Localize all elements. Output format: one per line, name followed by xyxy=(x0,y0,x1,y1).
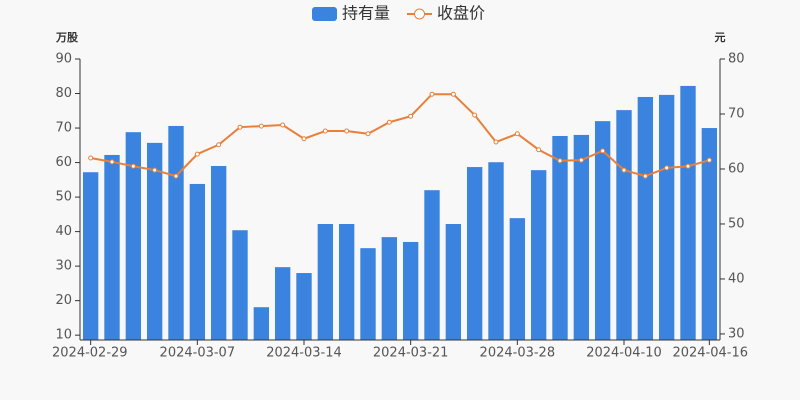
y-tick-label: 30 xyxy=(55,259,72,274)
bar xyxy=(189,183,206,340)
bar xyxy=(253,307,270,340)
point xyxy=(216,142,222,148)
y-tick-label: 20 xyxy=(55,293,72,308)
bar xyxy=(637,96,654,340)
x-tick-label: 2024-04-16 xyxy=(672,346,748,361)
point xyxy=(344,128,350,134)
point xyxy=(450,91,456,97)
bar xyxy=(445,224,462,340)
x-tick-label: 2024-04-10 xyxy=(586,346,662,361)
point xyxy=(557,158,563,164)
line xyxy=(90,93,710,178)
bar xyxy=(104,154,120,340)
bar xyxy=(296,273,312,340)
y-tick-label: 10 xyxy=(55,328,72,343)
bar xyxy=(701,128,718,340)
point xyxy=(493,139,499,145)
y-tick-label: 90 xyxy=(55,52,72,67)
point xyxy=(578,157,584,163)
point xyxy=(301,136,307,142)
legend-swatch xyxy=(414,8,425,20)
legend-swatch xyxy=(312,7,337,21)
y2-axis-label: 元 xyxy=(715,31,726,44)
bar xyxy=(168,125,184,340)
bar xyxy=(146,142,163,340)
x-tick-label: 2024-02-29 xyxy=(52,346,128,361)
bar xyxy=(125,132,142,340)
bar xyxy=(338,224,355,340)
y2-tick-label: 30 xyxy=(728,326,745,341)
bar xyxy=(658,94,675,340)
y2-tick-label: 60 xyxy=(728,161,745,176)
point xyxy=(685,163,691,169)
bar xyxy=(232,230,248,340)
point xyxy=(472,112,478,118)
bar xyxy=(317,224,334,340)
x-tick-label: 2024-03-21 xyxy=(373,346,449,361)
point xyxy=(322,128,328,134)
point xyxy=(237,124,243,130)
bar xyxy=(573,134,590,340)
point xyxy=(258,123,264,129)
point xyxy=(280,122,286,128)
y2-tick-label: 80 xyxy=(728,52,745,67)
bar xyxy=(402,241,419,340)
bar xyxy=(509,218,526,340)
bar xyxy=(274,267,291,340)
x-tick-label: 2024-03-14 xyxy=(266,346,342,361)
y2-tick-label: 70 xyxy=(728,106,745,121)
bar xyxy=(466,167,483,340)
point xyxy=(408,113,414,119)
point xyxy=(88,155,94,161)
y-tick-label: 80 xyxy=(55,86,72,101)
y-tick-label: 60 xyxy=(55,155,72,170)
point xyxy=(365,131,371,137)
bar xyxy=(424,190,440,340)
bar xyxy=(680,85,696,340)
point xyxy=(173,173,179,179)
bar xyxy=(552,135,568,340)
bar xyxy=(360,248,376,340)
y-axis-label: 万股 xyxy=(55,31,79,44)
y-tick-label: 50 xyxy=(55,190,72,205)
point xyxy=(514,131,520,137)
bar xyxy=(530,170,547,340)
point xyxy=(536,147,542,153)
y-tick-label: 40 xyxy=(55,224,72,239)
point xyxy=(621,167,627,173)
point xyxy=(152,167,158,173)
point xyxy=(664,165,670,171)
point xyxy=(642,173,648,179)
x-tick-label: 2024-03-28 xyxy=(480,346,556,361)
point xyxy=(706,157,712,163)
point xyxy=(386,119,392,125)
x-tick-label: 2024-03-07 xyxy=(160,346,236,361)
bar xyxy=(82,172,99,340)
point xyxy=(600,148,606,154)
point xyxy=(429,91,435,97)
point xyxy=(130,163,136,169)
y2-tick-label: 50 xyxy=(728,216,745,231)
point xyxy=(109,159,115,165)
bar xyxy=(488,162,504,340)
legend-label: 持有量 xyxy=(342,4,390,23)
bar xyxy=(210,166,227,340)
legend-label: 收盘价 xyxy=(437,4,485,23)
bar xyxy=(381,237,398,340)
bar xyxy=(594,121,611,340)
point xyxy=(194,151,200,157)
bar xyxy=(616,110,632,340)
y2-tick-label: 40 xyxy=(728,271,745,286)
y-tick-label: 70 xyxy=(55,121,72,136)
